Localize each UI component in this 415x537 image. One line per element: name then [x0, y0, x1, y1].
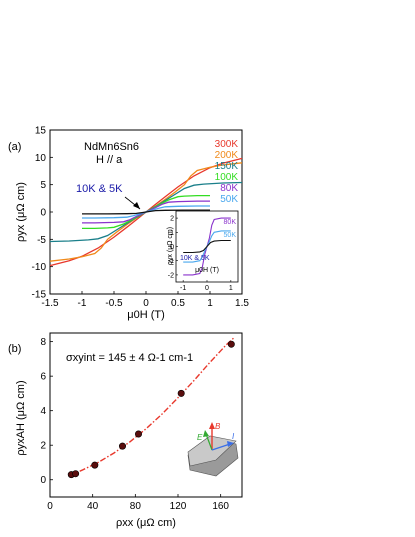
sample-top	[187, 435, 237, 467]
b-label: B	[215, 422, 221, 431]
chart-a-xlabel: μ0H (T)	[127, 309, 165, 321]
x-tick-label: 80	[130, 501, 142, 512]
inset-series	[183, 217, 231, 276]
inset-legend-label: 80K	[224, 219, 237, 226]
inset-y-tick-label: 0	[170, 244, 174, 251]
b-arrow-head	[209, 422, 215, 429]
x-tick-label: 40	[87, 501, 99, 512]
e-label: E	[197, 433, 203, 442]
inset-xlabel: μ0H (T)	[195, 267, 219, 274]
legend-label: 150K	[215, 161, 239, 172]
y-tick-label: 2	[40, 441, 46, 452]
inset-labels: 80K 50K	[224, 219, 237, 239]
chart-a-x-ticks: -1.5 -1 -0.5 0 0.5 1 1.5	[41, 291, 249, 309]
legend-label: 300K	[215, 139, 239, 150]
x-tick-label: 1	[207, 298, 213, 309]
e-arrow	[205, 433, 213, 451]
data-point	[177, 389, 185, 397]
y-tick-label: -15	[32, 290, 47, 301]
inset-ticks: -1 0 1 -2 -1 0 1 2	[168, 216, 233, 292]
y-tick-label: 5	[40, 180, 46, 191]
chart-b-y-ticks: 0 2 4 6 8	[40, 337, 53, 486]
y-tick-label: -5	[37, 235, 46, 246]
inset-legend-label: 50K	[224, 232, 237, 239]
inset-y-tick-label: 2	[170, 216, 174, 223]
inset-y-tick-label: 1	[170, 230, 174, 237]
panel-b-label: (b)	[8, 343, 21, 355]
inset-annotation: 10K & 5K	[180, 255, 210, 262]
chart-b-annotation: σxyint = 145 ± 4 Ω-1 cm-1	[66, 352, 193, 364]
i-arrow-head	[227, 441, 234, 447]
x-tick-label: 120	[170, 501, 187, 512]
data-point	[135, 430, 143, 438]
legend-label: 100K	[215, 172, 239, 183]
x-tick-label: 0.5	[171, 298, 185, 309]
x-tick-label: 160	[212, 501, 229, 512]
chart-b-ylabel: ρyxAH (μΩ cm)	[15, 380, 27, 455]
y-tick-label: 6	[40, 372, 46, 383]
chart-b-frame	[49, 332, 243, 498]
inset-x-tick-label: 0	[205, 285, 209, 292]
legend-label: 80K	[220, 183, 238, 194]
y-tick-label: -10	[32, 262, 47, 273]
hall-schematic: B E I	[187, 422, 239, 477]
chart-b-xlabel: ρxx (μΩ cm)	[116, 517, 176, 529]
annotation-arrow-head	[133, 202, 140, 209]
legend-label: 200K	[215, 150, 239, 161]
inset-y-tick-label: -1	[168, 258, 174, 265]
y-tick-label: 0	[40, 475, 46, 486]
x-tick-label: -1	[78, 298, 87, 309]
data-point	[91, 461, 99, 469]
series-line-10k-5k	[82, 209, 210, 215]
chart-a-subtitle: H // a	[96, 154, 123, 166]
x-tick-label: 0	[143, 298, 149, 309]
data-point	[227, 340, 235, 348]
data-point	[119, 442, 127, 450]
e-arrow-head	[203, 430, 209, 437]
chart-a-ylabel: ρyx (μΩ cm)	[15, 182, 27, 242]
inset-ylabel: ρyx (μΩ cm)	[167, 227, 174, 265]
x-tick-label: 1.5	[235, 298, 249, 309]
chart-a-y-ticks: -15 -10 -5 0 5 10 15	[32, 126, 53, 301]
chart-a-annotation: 10K & 5K	[76, 183, 123, 195]
x-tick-label: -1.5	[41, 298, 59, 309]
legend-label: 50K	[220, 194, 238, 205]
y-tick-label: 8	[40, 337, 46, 348]
y-tick-label: 4	[40, 406, 46, 417]
panel-a-label: (a)	[8, 141, 21, 153]
inset-series-line-2	[183, 239, 231, 254]
x-tick-label: -0.5	[105, 298, 123, 309]
chart-a-title: NdMn6Sn6	[84, 141, 139, 153]
i-label: I	[232, 432, 235, 441]
inset-y-tick-label: -2	[168, 272, 174, 279]
inset-x-tick-label: 1	[229, 285, 233, 292]
chart-a-series	[49, 157, 243, 267]
y-tick-label: 10	[35, 153, 47, 164]
chart-b-x-ticks: 0 40 80 120 160	[47, 494, 229, 512]
y-tick-label: 0	[40, 208, 46, 219]
i-arrow	[211, 443, 231, 451]
x-tick-label: 0	[47, 501, 53, 512]
data-point	[72, 470, 80, 478]
inset-x-tick-label: -1	[180, 285, 186, 292]
chart-a-inset: -1 0 1 -2 -1 0 1 2 80K 50K 10K & 5K μ0H (T) ρyx …	[167, 210, 239, 292]
chart-b: 0 40 80 120 160 0 2 4 6 8 σxyint = 145 ± 4 Ω-1 c…	[15, 332, 243, 529]
y-tick-label: 15	[35, 126, 47, 137]
chart-b-points	[67, 340, 235, 479]
